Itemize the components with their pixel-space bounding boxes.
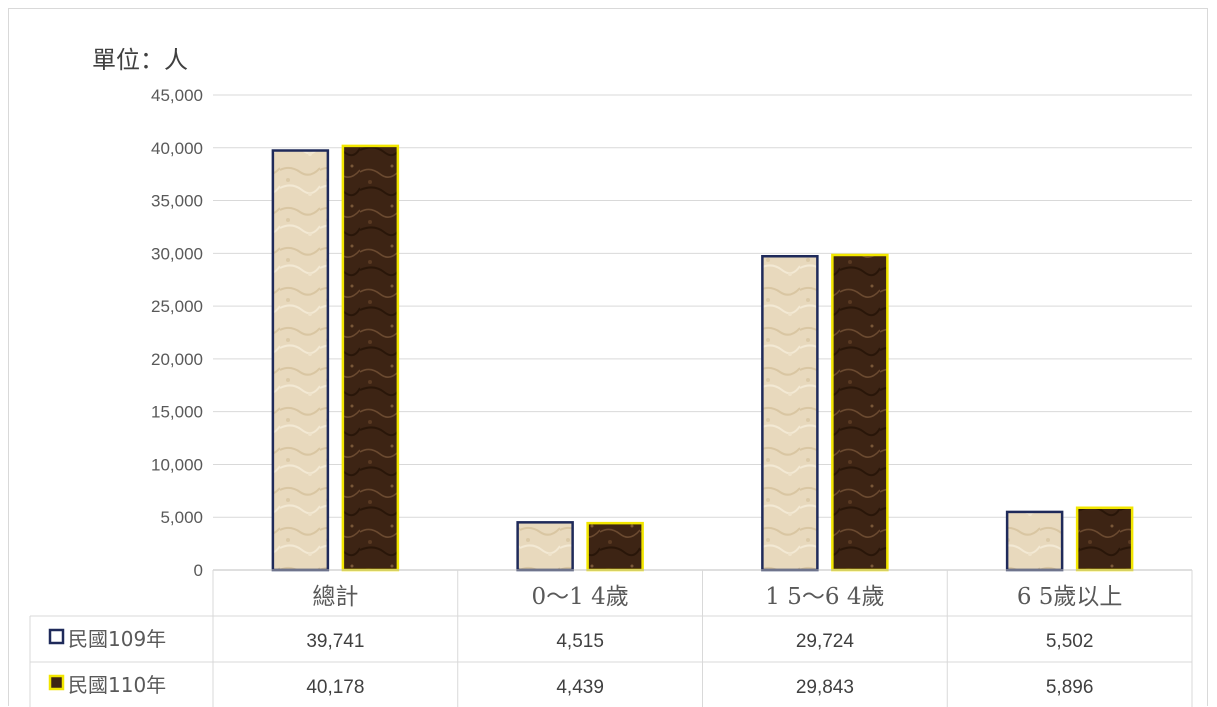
x-category-label: 總計 — [312, 584, 358, 610]
data-value-label: 29,724 — [796, 631, 855, 652]
y-tick-label: 35,000 — [151, 192, 203, 211]
x-category-label: 6 5歲以上 — [1017, 584, 1123, 610]
bar-series-2 — [1075, 506, 1134, 572]
data-value-label: 4,439 — [556, 677, 604, 698]
data-value-label: 5,502 — [1046, 631, 1094, 652]
y-tick-label: 0 — [194, 561, 203, 580]
y-tick-label: 20,000 — [151, 350, 203, 369]
unit-label: 單位：人 — [92, 46, 188, 74]
x-category-label: 0～1 4歲 — [532, 584, 629, 610]
bar-series-1 — [516, 521, 574, 572]
bar-series-1 — [271, 149, 330, 572]
bar-series-1 — [1005, 510, 1064, 572]
bar-series-2 — [341, 144, 400, 572]
legend-label: 民國110年 — [68, 673, 166, 697]
bar-series-2 — [831, 253, 889, 572]
legend-key — [48, 674, 65, 691]
y-tick-label: 5,000 — [160, 508, 203, 527]
y-tick-label: 45,000 — [151, 86, 203, 105]
data-value-label: 39,741 — [306, 631, 364, 652]
bar-series-2 — [586, 521, 644, 572]
bars — [271, 144, 1134, 572]
y-tick-label: 10,000 — [151, 455, 203, 474]
x-category-label: 1 5～6 4歲 — [765, 584, 884, 610]
y-axis-ticks: 0 5,000 10,000 15,000 20,000 25,000 30,000 35,0… — [151, 86, 203, 580]
bar-series-1 — [761, 254, 819, 572]
data-value-label: 29,843 — [796, 677, 854, 698]
y-tick-label: 15,000 — [151, 403, 203, 422]
chart-frame — [8, 8, 1208, 706]
legend-label: 民國109年 — [68, 627, 166, 651]
y-tick-label: 30,000 — [151, 244, 203, 263]
legend-key — [48, 628, 65, 645]
data-value-label: 5,896 — [1046, 677, 1094, 698]
y-tick-label: 40,000 — [151, 139, 203, 158]
data-value-label: 40,178 — [306, 677, 364, 698]
y-tick-label: 25,000 — [151, 297, 203, 316]
data-value-label: 4,515 — [556, 631, 604, 652]
